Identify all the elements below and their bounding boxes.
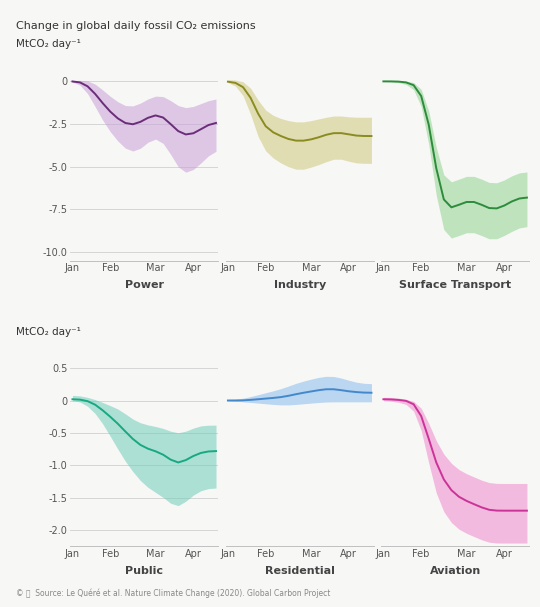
- X-axis label: Surface Transport: Surface Transport: [399, 280, 511, 290]
- X-axis label: Power: Power: [125, 280, 164, 290]
- X-axis label: Public: Public: [125, 566, 163, 576]
- X-axis label: Industry: Industry: [274, 280, 326, 290]
- X-axis label: Residential: Residential: [265, 566, 335, 576]
- Text: Change in global daily fossil CO₂ emissions: Change in global daily fossil CO₂ emissi…: [16, 21, 256, 31]
- Text: MtCO₂ day⁻¹: MtCO₂ day⁻¹: [16, 39, 81, 49]
- Text: © ⓘ  Source: Le Quéré et al. Nature Climate Change (2020). Global Carbon Project: © ⓘ Source: Le Quéré et al. Nature Clima…: [16, 588, 330, 598]
- Text: MtCO₂ day⁻¹: MtCO₂ day⁻¹: [16, 327, 81, 337]
- X-axis label: Aviation: Aviation: [429, 566, 481, 576]
